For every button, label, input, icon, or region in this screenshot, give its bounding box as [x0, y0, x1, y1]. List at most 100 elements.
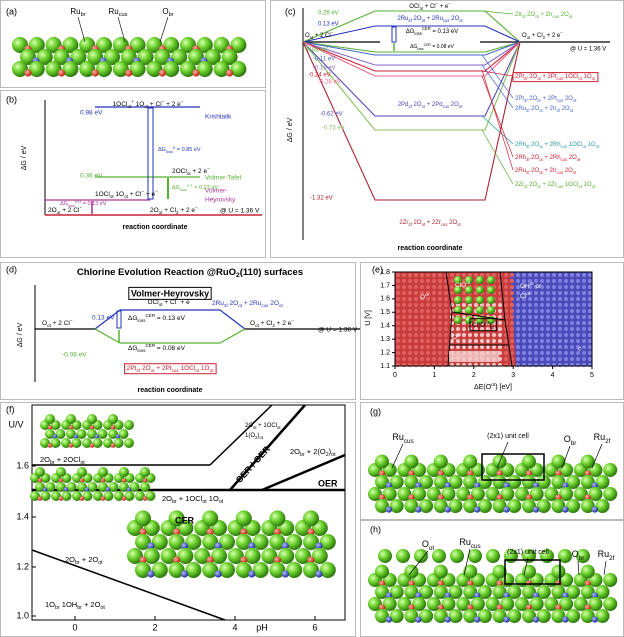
label: 2Pt2f 2Oot + 2Ptcus 1OClot 1Oot — [127, 365, 215, 373]
phase-boundary — [229, 404, 306, 491]
atom — [160, 548, 177, 564]
atom — [73, 434, 79, 439]
atom — [397, 487, 412, 501]
atom — [425, 308, 431, 314]
superscript: ot — [526, 291, 531, 296]
atom — [527, 344, 533, 350]
text-part: Cl(O — [472, 322, 485, 329]
atom — [500, 487, 515, 501]
atom — [45, 429, 55, 439]
text-part: 2Zr — [515, 182, 524, 188]
atom — [525, 494, 533, 501]
atom — [487, 306, 495, 314]
text-part: = 0.13 eV — [155, 315, 185, 322]
level-path — [302, 41, 521, 201]
text-part: + Cl — [530, 33, 543, 39]
atom — [467, 494, 474, 501]
atom — [485, 332, 491, 338]
label: 2Oot + 2 Cl− — [48, 205, 82, 215]
atom — [407, 338, 413, 344]
atom — [545, 302, 551, 308]
atom — [587, 302, 593, 308]
text-part: + Cl — [423, 4, 436, 10]
subscript: ot — [596, 144, 600, 149]
atom — [188, 49, 204, 65]
subscript: br — [172, 499, 177, 505]
atom — [396, 549, 410, 563]
atom — [124, 420, 134, 430]
x-tick-label: 0 — [72, 622, 77, 632]
atom — [455, 302, 461, 308]
atom — [503, 356, 509, 362]
subscript: ot — [277, 425, 281, 430]
atom — [536, 499, 551, 513]
atom — [413, 272, 419, 278]
atom — [551, 454, 566, 469]
atom — [486, 549, 500, 563]
atom — [503, 284, 509, 290]
atom — [563, 284, 569, 290]
atom — [76, 429, 87, 439]
atom — [521, 332, 527, 338]
atom — [375, 585, 389, 599]
atom — [431, 296, 437, 302]
atom — [407, 278, 413, 284]
atom — [382, 597, 397, 611]
atom — [129, 482, 140, 492]
atom — [515, 320, 521, 326]
text-part: 2OCl — [172, 168, 187, 175]
atom — [235, 562, 252, 578]
atom — [515, 284, 521, 290]
atom — [206, 528, 214, 536]
subscript: ot — [578, 76, 582, 81]
atom — [522, 564, 536, 579]
text-part: = 0.08 eV — [431, 44, 455, 50]
atom — [100, 496, 106, 501]
atom — [496, 494, 503, 501]
label: Rucus — [109, 7, 128, 18]
subscript: 2f — [526, 170, 530, 175]
subscript: cus — [557, 184, 564, 189]
atom — [509, 302, 515, 308]
atom — [185, 534, 202, 550]
label: @ U = 1.36 V — [570, 47, 606, 53]
atom — [413, 314, 419, 320]
atom — [425, 278, 431, 284]
atom — [470, 597, 485, 611]
superscript: ot — [466, 280, 471, 285]
subscript: 2f — [524, 76, 528, 81]
atom — [108, 482, 119, 492]
atom — [142, 496, 148, 501]
text-part: OCl — [148, 299, 160, 306]
atom — [431, 332, 437, 338]
atom — [515, 597, 529, 611]
atom — [98, 467, 108, 477]
phase-boundary — [31, 549, 226, 621]
atom — [491, 326, 497, 332]
atom — [461, 290, 467, 296]
atom — [521, 356, 527, 362]
text-part: 2O — [268, 300, 278, 307]
leader — [391, 443, 404, 469]
atom — [407, 284, 413, 290]
atom — [413, 350, 419, 356]
level-path — [94, 309, 246, 330]
atom — [575, 326, 581, 332]
text-part: 2O — [528, 96, 538, 102]
level-path — [302, 41, 521, 66]
subscript: 2f — [526, 157, 530, 162]
subscript: 2 — [491, 325, 494, 330]
atom — [587, 338, 593, 344]
text-part: O — [422, 539, 429, 549]
atom — [557, 290, 563, 296]
atom — [533, 278, 539, 284]
label: -0.24 eV — [308, 73, 331, 79]
atom — [72, 491, 82, 501]
label: OHot or — [520, 281, 542, 290]
atom — [389, 475, 404, 489]
atom — [492, 564, 507, 579]
label: Obr — [162, 7, 173, 18]
label: 2Zr2f 2Oot + 2Zrcus 2Oot — [399, 220, 461, 227]
atom — [37, 496, 43, 501]
atom — [473, 302, 479, 308]
